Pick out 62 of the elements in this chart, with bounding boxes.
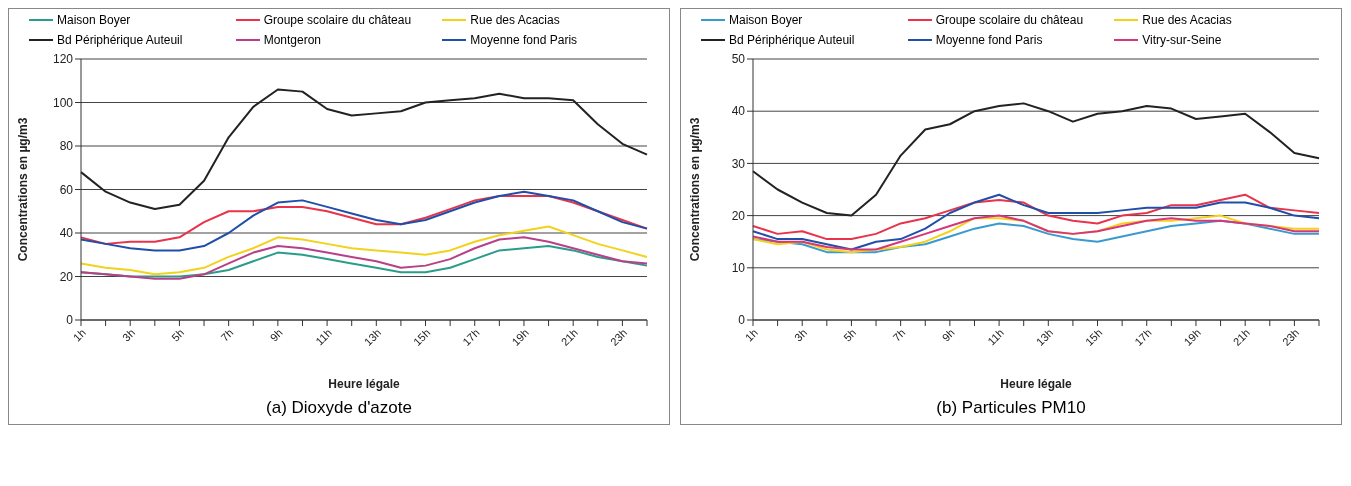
x-tick-label: 11h (313, 326, 335, 348)
x-tick-label: 7h (890, 326, 908, 344)
legend-label: Bd Périphérique Auteuil (57, 33, 183, 47)
y-tick-label: 20 (59, 269, 74, 284)
y-tick-label: 100 (52, 95, 74, 110)
x-tick-label: 15h (1082, 326, 1105, 348)
y-tick-label: 40 (59, 226, 74, 241)
y-tick-label: 40 (731, 104, 746, 119)
y-tick-label: 30 (731, 156, 746, 171)
x-tick-label: 7h (218, 326, 236, 344)
x-tick-label: 11h (985, 326, 1007, 348)
legend-label: Maison Boyer (57, 13, 131, 27)
line-series (80, 225, 648, 276)
legend-label: Moyenne fond Paris (470, 33, 578, 47)
y-tick-label: 120 (52, 52, 74, 67)
x-tick-label: 1h (70, 326, 88, 344)
x-tick-label: 21h (1230, 326, 1253, 348)
x-tick-label: 13h (1033, 326, 1056, 348)
x-tick-label: 5h (841, 326, 859, 344)
x-tick-label: 13h (361, 326, 384, 348)
x-tick-label: 17h (1132, 326, 1154, 348)
x-tick-label: 17h (460, 326, 482, 348)
x-tick-label: 19h (1181, 326, 1203, 348)
line-series (80, 236, 648, 280)
legend-label: Moyenne fond Paris (935, 33, 1043, 47)
legend-label: Maison Boyer (729, 13, 803, 27)
x-tick-label: 9h (939, 326, 957, 344)
legend-label: Vitry-sur-Seine (1142, 33, 1222, 47)
legend-label: Groupe scolaire du château (935, 13, 1084, 27)
x-axis-title: Heure légale (1000, 377, 1073, 391)
text: (b) Particules PM10 (935, 397, 1087, 419)
text: (a) Dioxyde d'azote (265, 397, 413, 419)
y-axis-title: Concentrations en µg/m3 (688, 117, 703, 262)
y-tick-label: 0 (66, 313, 74, 328)
legend-label: Montgeron (263, 33, 322, 47)
x-tick-label: 23h (1279, 326, 1302, 348)
x-tick-label: 15h (410, 326, 433, 348)
y-tick-label: 10 (731, 261, 746, 276)
y-tick-label: 60 (59, 182, 74, 197)
line-series (80, 190, 648, 252)
line-series (80, 88, 648, 211)
x-tick-label: 1h (742, 326, 760, 344)
line-series (752, 193, 1320, 241)
x-tick-label: 23h (607, 326, 630, 348)
y-tick-label: 20 (731, 208, 746, 223)
y-tick-label: 80 (59, 139, 74, 154)
line-series (752, 193, 1320, 251)
x-tick-label: 19h (509, 326, 531, 348)
x-axis-title: Heure légale (328, 377, 401, 391)
line-series (752, 102, 1320, 217)
y-axis-title: Concentrations en µg/m3 (16, 117, 31, 262)
x-tick-label: 3h (120, 326, 138, 344)
legend-label: Groupe scolaire du château (263, 13, 412, 27)
x-tick-label: 3h (792, 326, 810, 344)
y-tick-label: 0 (738, 313, 746, 328)
x-tick-label: 21h (558, 326, 581, 348)
legend-label: Rue des Acacias (1142, 13, 1232, 27)
x-tick-label: 5h (169, 326, 187, 344)
legend-label: Rue des Acacias (470, 13, 560, 27)
legend-label: Bd Périphérique Auteuil (729, 33, 855, 47)
y-tick-label: 50 (731, 52, 746, 67)
x-tick-label: 9h (267, 326, 285, 344)
